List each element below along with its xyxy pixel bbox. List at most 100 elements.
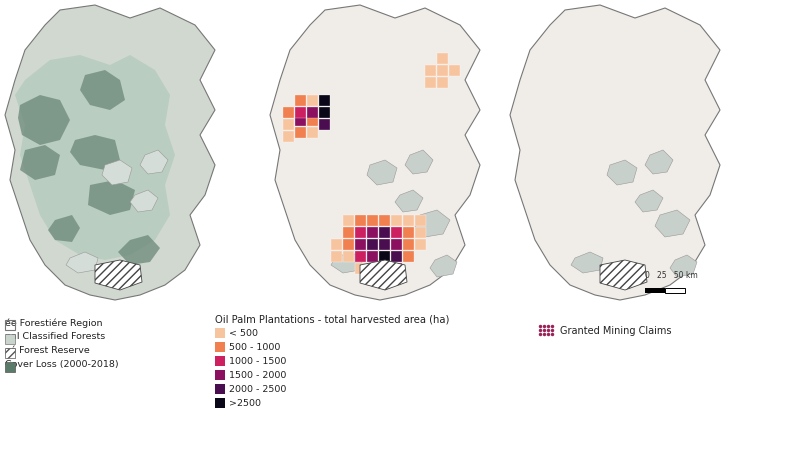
Bar — [343, 251, 354, 262]
Bar — [355, 239, 366, 250]
Bar — [403, 239, 414, 250]
Polygon shape — [510, 5, 720, 300]
Bar — [295, 127, 306, 138]
Polygon shape — [15, 55, 175, 260]
Polygon shape — [571, 252, 603, 273]
Bar — [367, 215, 378, 226]
Polygon shape — [118, 235, 160, 265]
Bar — [355, 263, 366, 274]
Bar — [295, 107, 306, 118]
Polygon shape — [367, 160, 397, 185]
Text: Granted Mining Claims: Granted Mining Claims — [560, 326, 671, 336]
Text: Oil Palm Plantations - total harvested area (ha): Oil Palm Plantations - total harvested a… — [215, 315, 449, 325]
Bar — [415, 239, 426, 250]
Text: 1500 - 2000: 1500 - 2000 — [229, 370, 286, 379]
Bar — [215, 370, 225, 380]
Text: < 500: < 500 — [229, 329, 258, 338]
Text: 1000 - 1500: 1000 - 1500 — [229, 357, 286, 365]
Bar — [331, 239, 342, 250]
Text: 2000 - 2500: 2000 - 2500 — [229, 384, 286, 394]
Polygon shape — [270, 5, 480, 300]
Polygon shape — [331, 252, 363, 273]
Bar — [295, 95, 306, 106]
Bar — [307, 107, 318, 118]
Polygon shape — [20, 145, 60, 180]
Bar — [425, 65, 436, 76]
Text: 0   25   50 km: 0 25 50 km — [645, 271, 698, 280]
Bar — [403, 251, 414, 262]
Text: >2500: >2500 — [229, 399, 261, 408]
Bar — [283, 107, 294, 118]
Text: nal Classified Forests: nal Classified Forests — [5, 332, 105, 341]
Bar — [379, 275, 390, 286]
Bar — [391, 215, 402, 226]
Bar — [5, 348, 15, 358]
Bar — [367, 275, 378, 286]
Polygon shape — [102, 160, 132, 185]
Bar — [215, 342, 225, 352]
Polygon shape — [95, 260, 142, 290]
Bar — [367, 263, 378, 274]
Polygon shape — [430, 255, 457, 277]
Polygon shape — [66, 252, 98, 273]
Bar — [331, 251, 342, 262]
Bar — [391, 251, 402, 262]
Bar — [319, 107, 330, 118]
Polygon shape — [48, 215, 80, 242]
Bar — [215, 384, 225, 394]
Polygon shape — [645, 150, 673, 174]
Bar — [283, 119, 294, 130]
Bar — [665, 288, 685, 293]
Bar — [319, 119, 330, 130]
Polygon shape — [600, 260, 647, 290]
Text: ée Forestiére Region: ée Forestiére Region — [5, 318, 103, 328]
Bar — [355, 251, 366, 262]
Polygon shape — [670, 255, 697, 277]
Bar — [379, 251, 390, 262]
Bar — [5, 334, 15, 344]
Bar — [367, 239, 378, 250]
Bar — [403, 215, 414, 226]
Polygon shape — [607, 160, 637, 185]
Bar — [215, 328, 225, 338]
Bar — [215, 356, 225, 366]
Bar — [307, 95, 318, 106]
Bar — [379, 215, 390, 226]
Bar — [437, 53, 448, 64]
Polygon shape — [18, 95, 70, 145]
Bar — [425, 77, 436, 88]
Bar — [319, 95, 330, 106]
Bar — [295, 115, 306, 126]
Bar — [415, 215, 426, 226]
Polygon shape — [360, 260, 407, 290]
Bar — [415, 227, 426, 238]
Polygon shape — [395, 190, 423, 212]
Polygon shape — [140, 150, 168, 174]
Bar — [307, 115, 318, 126]
Polygon shape — [5, 5, 215, 300]
Polygon shape — [88, 180, 135, 215]
Polygon shape — [405, 150, 433, 174]
Polygon shape — [635, 190, 663, 212]
Bar — [355, 215, 366, 226]
Bar — [391, 227, 402, 238]
Bar — [437, 65, 448, 76]
Polygon shape — [80, 70, 125, 110]
Bar — [215, 398, 225, 408]
Polygon shape — [655, 210, 690, 237]
Polygon shape — [70, 135, 120, 170]
Bar — [367, 251, 378, 262]
Bar — [437, 77, 448, 88]
Bar — [391, 239, 402, 250]
Bar — [391, 263, 402, 274]
Bar — [379, 227, 390, 238]
Polygon shape — [130, 190, 158, 212]
Bar — [343, 227, 354, 238]
Bar — [355, 227, 366, 238]
Text: 500 - 1000: 500 - 1000 — [229, 343, 280, 352]
Bar — [343, 239, 354, 250]
Bar — [307, 127, 318, 138]
Bar — [449, 65, 460, 76]
Polygon shape — [415, 210, 450, 237]
Bar — [283, 131, 294, 142]
